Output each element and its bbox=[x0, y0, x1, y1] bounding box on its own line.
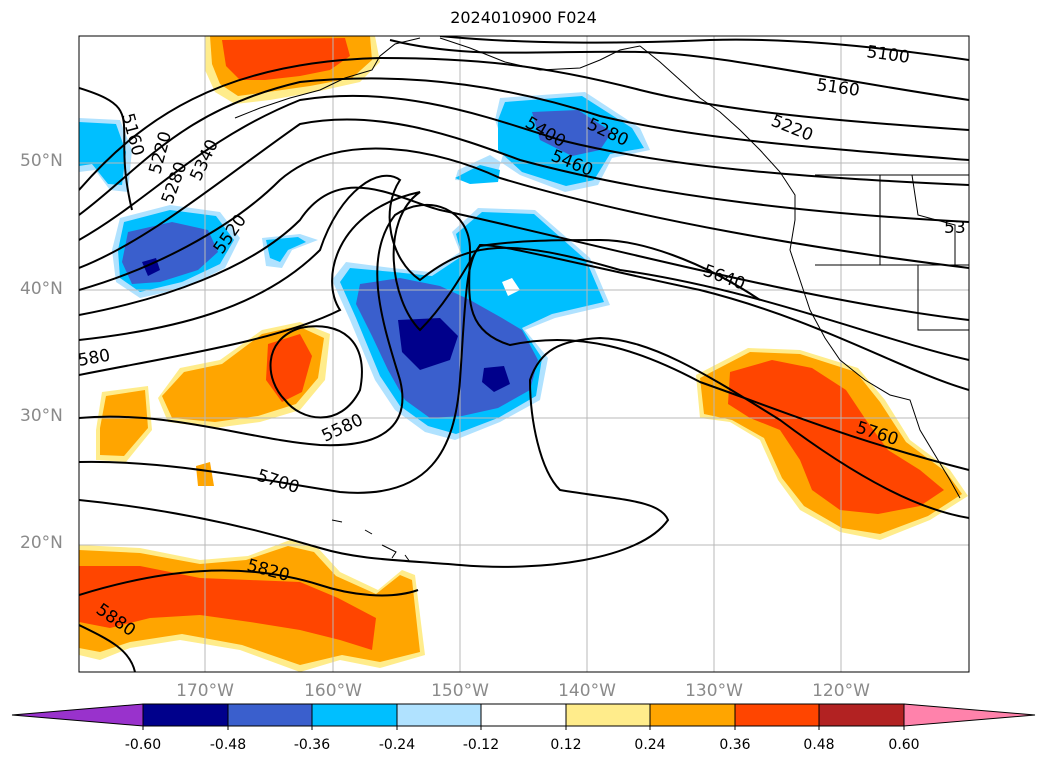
longitude-label: 160°W bbox=[304, 681, 362, 701]
latitude-label: 50°N bbox=[20, 151, 63, 171]
colorbar-segment bbox=[649, 703, 736, 727]
colorbar-extend-low bbox=[11, 703, 144, 727]
longitude-label: 120°W bbox=[812, 681, 870, 701]
colorbar-tick-label: -0.48 bbox=[209, 737, 247, 753]
colorbar-segment bbox=[818, 703, 905, 727]
map-frame bbox=[78, 35, 970, 673]
colorbar bbox=[11, 703, 1036, 730]
longitude-label: 140°W bbox=[558, 681, 616, 701]
colorbar-tick-label: 0.12 bbox=[550, 737, 582, 753]
contour-line bbox=[79, 569, 419, 597]
contour-line bbox=[79, 87, 133, 211]
contour-line bbox=[79, 174, 969, 361]
contour-line bbox=[269, 325, 363, 419]
height-contours bbox=[79, 36, 969, 672]
colorbar-tick-label: -0.12 bbox=[462, 737, 500, 753]
map-title: 2024010900 F024 bbox=[450, 8, 597, 27]
colorbar-tick-label: 0.48 bbox=[803, 737, 835, 753]
colorbar-segment bbox=[565, 703, 651, 727]
colorbar-segment bbox=[142, 703, 229, 727]
colorbar-segment bbox=[734, 703, 820, 727]
colorbar-tick-label: 0.24 bbox=[634, 737, 666, 753]
colorbar-tick-label: -0.24 bbox=[378, 737, 416, 753]
contour-line bbox=[79, 624, 136, 672]
colorbar-tick-label: -0.36 bbox=[293, 737, 331, 753]
contour-line bbox=[79, 56, 969, 191]
contour-line bbox=[79, 118, 969, 269]
longitude-label: 130°W bbox=[685, 681, 743, 701]
contour-line bbox=[79, 336, 969, 568]
longitude-label: 150°W bbox=[431, 681, 489, 701]
contour-line bbox=[79, 203, 969, 471]
colorbar-tick-label: -0.60 bbox=[124, 737, 162, 753]
latitude-label: 20°N bbox=[20, 533, 63, 553]
colorbar-segment bbox=[227, 703, 313, 727]
contour-line bbox=[79, 186, 969, 321]
latitude-label: 40°N bbox=[20, 279, 63, 299]
contour-line bbox=[79, 238, 761, 494]
contour-label: 53 bbox=[944, 218, 966, 238]
colorbar-tick-label: 0.36 bbox=[719, 737, 751, 753]
contour-line bbox=[79, 191, 969, 391]
latitude-label: 30°N bbox=[20, 406, 63, 426]
longitude-label: 170°W bbox=[176, 681, 234, 701]
contour-line bbox=[79, 94, 969, 241]
colorbar-segment bbox=[480, 703, 567, 727]
colorbar-extend-high bbox=[903, 703, 1036, 727]
contour-line bbox=[79, 147, 969, 291]
contour-line bbox=[79, 77, 969, 216]
contour-line bbox=[439, 36, 969, 61]
contour-line bbox=[389, 39, 969, 101]
colorbar-segment bbox=[311, 703, 398, 727]
colorbar-segment bbox=[396, 703, 482, 727]
colorbar-tick-label: 0.60 bbox=[888, 737, 920, 753]
